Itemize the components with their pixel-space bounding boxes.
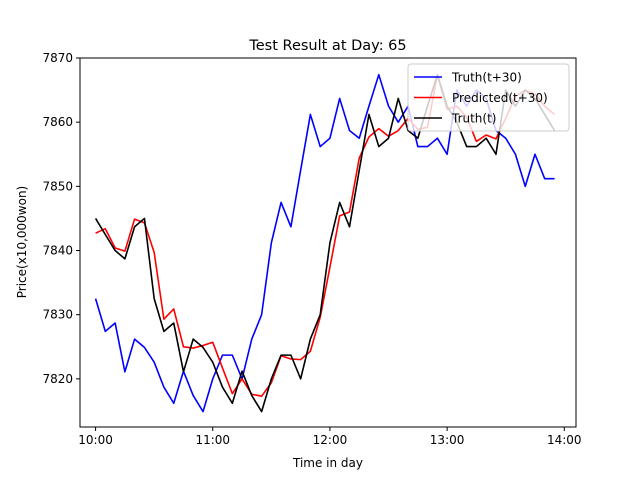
plot-frame	[79, 57, 577, 428]
y-tick-label: 7840	[42, 244, 73, 258]
x-tick-label: 14:00	[547, 433, 582, 447]
y-tick-label: 7850	[42, 179, 73, 193]
series-line-2	[94, 73, 556, 413]
legend-label: Truth(t)	[451, 112, 496, 126]
x-tick-label: 13:00	[430, 433, 465, 447]
y-axis: 7820 7830 7840 7850 7860 7870	[42, 51, 80, 386]
x-tick-label: 10:00	[78, 433, 113, 447]
x-axis: 10:00 11:00 12:00 13:00 14:00	[78, 427, 582, 447]
x-tick-label: 11:00	[195, 433, 230, 447]
x-axis-label: Time in day	[292, 456, 363, 470]
y-tick-label: 7830	[42, 308, 73, 322]
y-axis-label: Price(x10,000won)	[15, 186, 29, 299]
series-line-1	[95, 73, 556, 398]
legend: Truth(t+30) Predicted(t+30) Truth(t)	[407, 63, 570, 132]
legend-label: Truth(t+30)	[451, 71, 522, 85]
y-tick-label: 7820	[42, 372, 73, 386]
x-tick-label: 12:00	[313, 433, 348, 447]
legend-label: Predicted(t+30)	[452, 91, 548, 105]
legend-box	[407, 63, 570, 132]
y-tick-label: 7860	[42, 115, 73, 129]
chart-title: Test Result at Day: 65	[248, 38, 406, 54]
y-tick-label: 7870	[42, 51, 73, 65]
